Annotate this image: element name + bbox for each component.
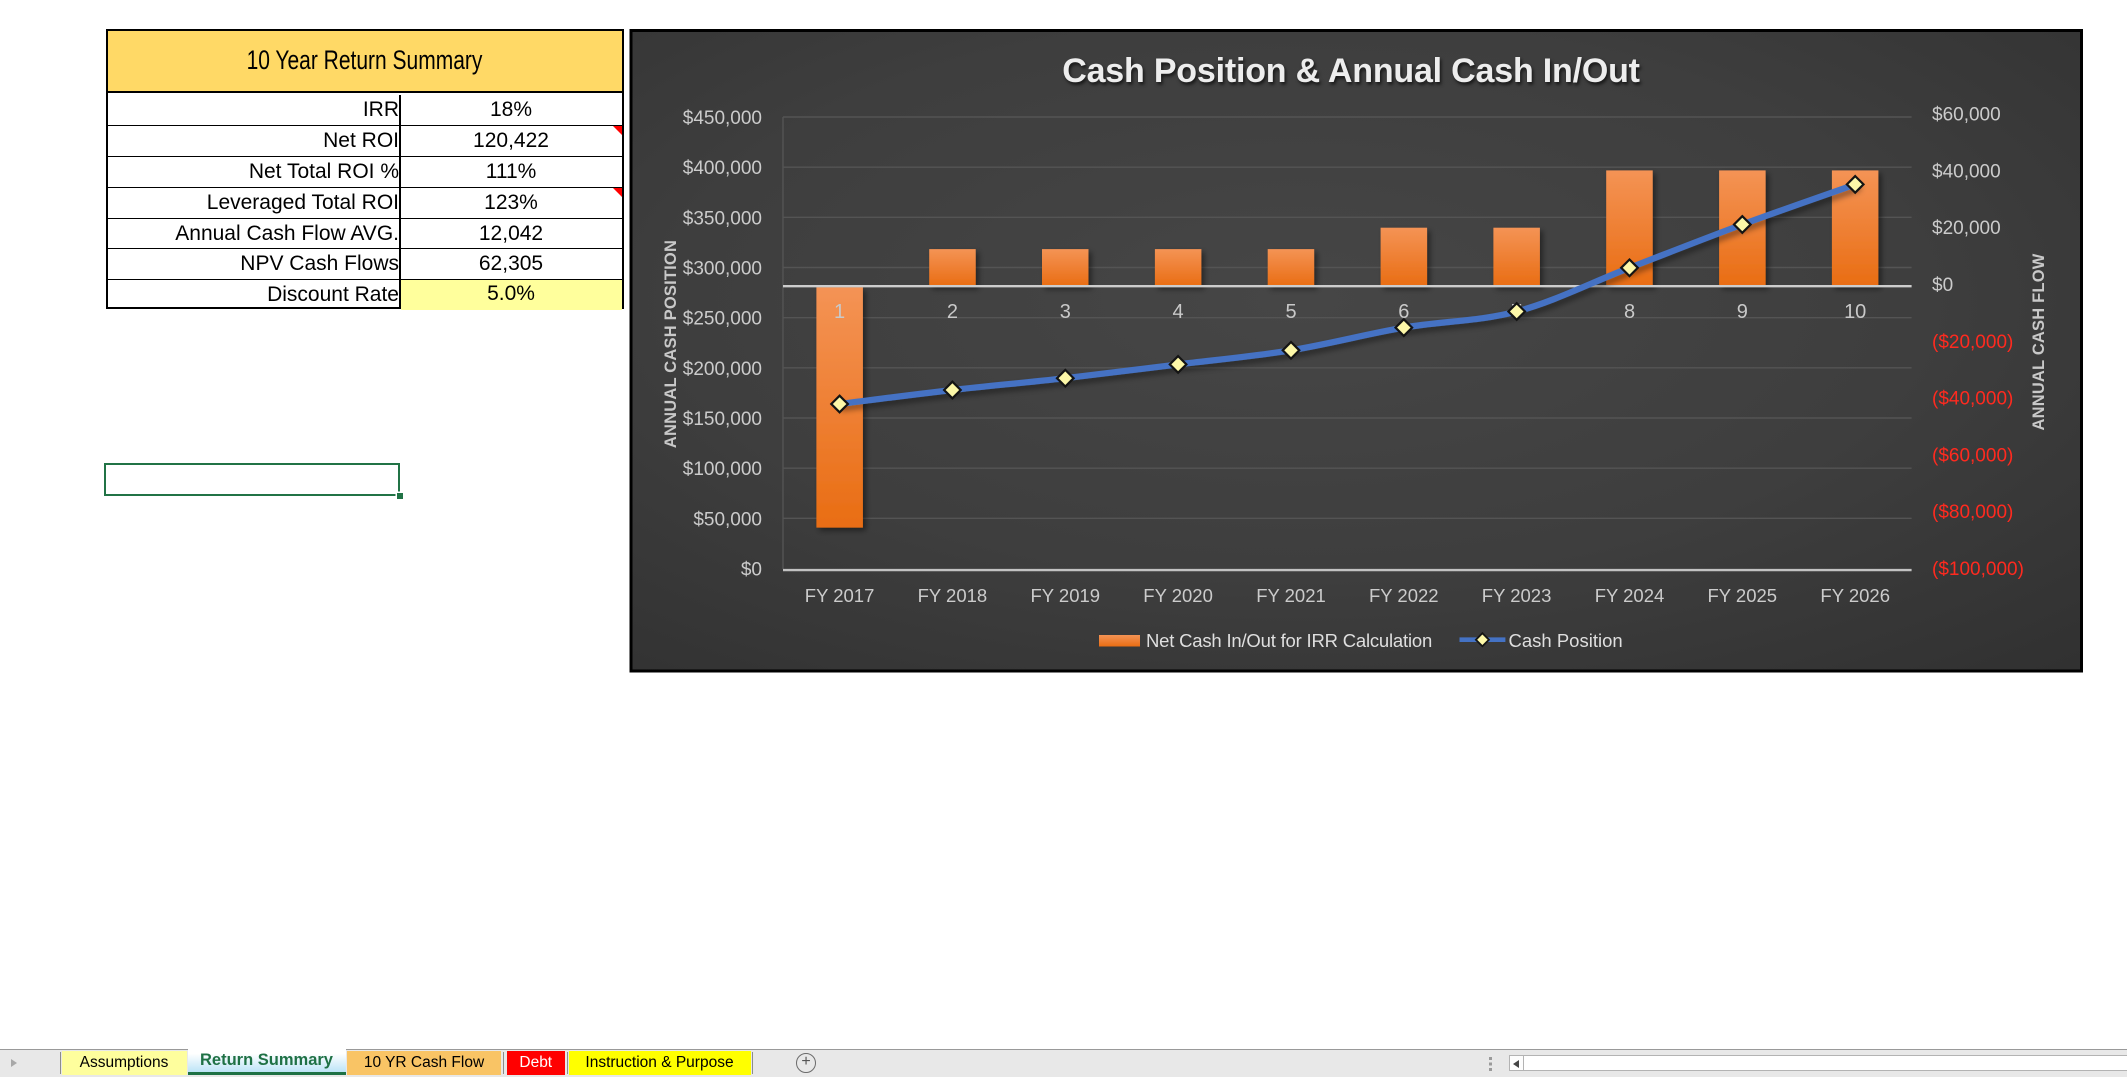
svg-text:Cash Position: Cash Position — [1509, 630, 1623, 651]
svg-text:$20,000: $20,000 — [1932, 218, 2001, 239]
svg-text:$0: $0 — [741, 560, 762, 581]
svg-text:ANNUAL CASH POSITION: ANNUAL CASH POSITION — [662, 240, 680, 448]
svg-text:FY 2024: FY 2024 — [1595, 585, 1665, 606]
svg-text:FY 2019: FY 2019 — [1030, 585, 1100, 606]
svg-text:FY 2023: FY 2023 — [1482, 585, 1552, 606]
svg-text:4: 4 — [1173, 301, 1184, 323]
svg-text:Net Cash In/Out for IRR Calcul: Net Cash In/Out for IRR Calculation — [1146, 630, 1432, 651]
svg-text:9: 9 — [1737, 301, 1748, 323]
svg-text:($60,000): ($60,000) — [1932, 445, 2013, 466]
svg-text:ANNUAL CASH FLOW: ANNUAL CASH FLOW — [2030, 253, 2048, 430]
svg-text:$0: $0 — [1932, 275, 1953, 296]
svg-text:FY 2020: FY 2020 — [1143, 585, 1213, 606]
svg-text:FY 2025: FY 2025 — [1707, 585, 1777, 606]
svg-text:FY 2017: FY 2017 — [805, 585, 875, 606]
svg-text:$60,000: $60,000 — [1932, 105, 2001, 126]
svg-text:($40,000): ($40,000) — [1932, 389, 2013, 410]
svg-text:$250,000: $250,000 — [683, 309, 762, 330]
svg-text:FY 2018: FY 2018 — [918, 585, 988, 606]
svg-text:8: 8 — [1624, 301, 1635, 323]
svg-text:2: 2 — [947, 301, 958, 323]
svg-text:Cash Position & Annual Cash In: Cash Position & Annual Cash In/Out — [1062, 52, 1640, 90]
svg-text:($100,000): ($100,000) — [1932, 559, 2024, 580]
svg-text:$400,000: $400,000 — [683, 158, 762, 179]
svg-text:6: 6 — [1398, 301, 1409, 323]
svg-text:FY 2026: FY 2026 — [1820, 585, 1890, 606]
svg-text:($20,000): ($20,000) — [1932, 332, 2013, 353]
svg-text:1: 1 — [834, 301, 845, 323]
svg-text:$100,000: $100,000 — [683, 459, 762, 480]
svg-text:$150,000: $150,000 — [683, 409, 762, 430]
svg-text:($80,000): ($80,000) — [1932, 502, 2013, 523]
svg-text:$50,000: $50,000 — [693, 509, 762, 530]
svg-text:$300,000: $300,000 — [683, 259, 762, 280]
svg-text:$350,000: $350,000 — [683, 208, 762, 229]
svg-text:$200,000: $200,000 — [683, 359, 762, 380]
svg-text:FY 2022: FY 2022 — [1369, 585, 1439, 606]
svg-text:$40,000: $40,000 — [1932, 161, 2001, 182]
svg-text:$450,000: $450,000 — [683, 108, 762, 129]
svg-text:5: 5 — [1285, 301, 1296, 323]
svg-text:FY 2021: FY 2021 — [1256, 585, 1326, 606]
svg-text:3: 3 — [1060, 301, 1071, 323]
svg-text:10: 10 — [1844, 301, 1866, 323]
